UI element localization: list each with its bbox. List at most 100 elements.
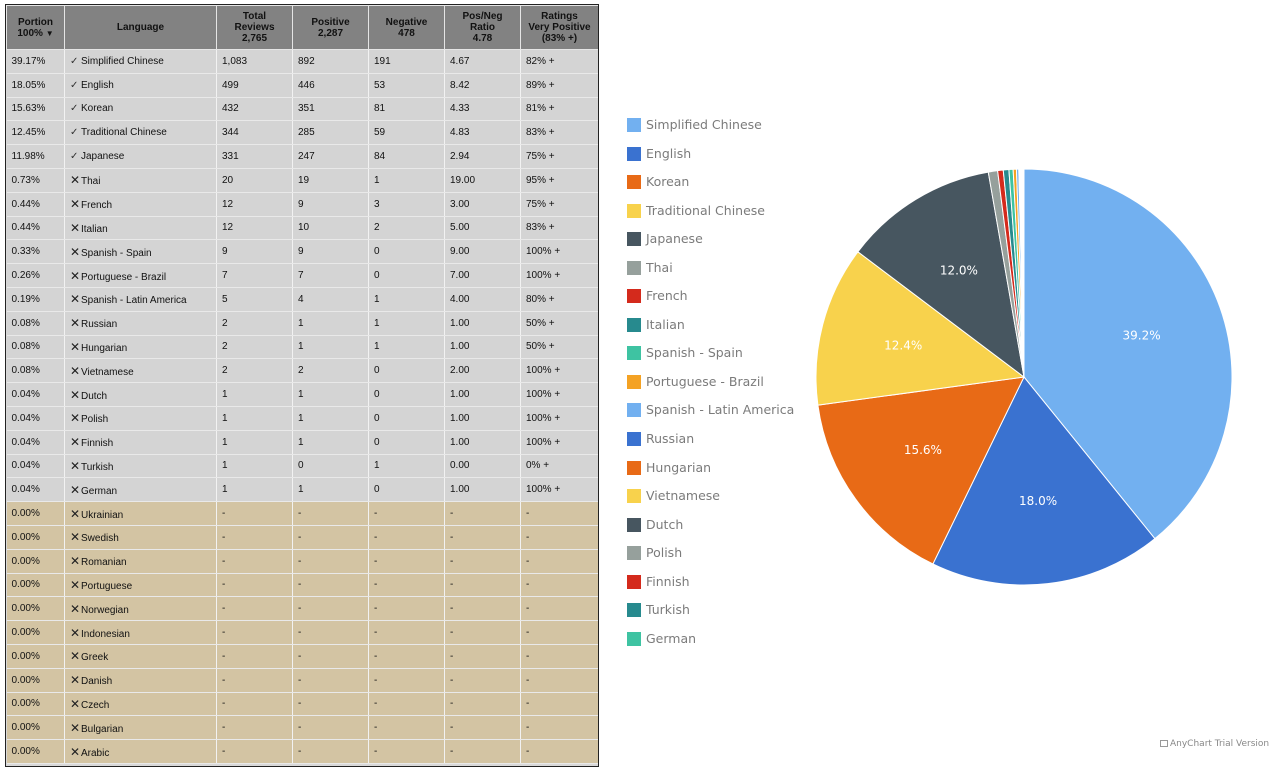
total-reviews-header[interactable]: Total Reviews 2,765 xyxy=(216,5,293,50)
table-row: 0.00% ✕Danish - - - - - xyxy=(6,668,598,693)
positive-cell: - xyxy=(292,573,369,598)
negative-cell: 1 xyxy=(368,168,445,193)
ratio-cell: - xyxy=(444,668,521,693)
ratio-cell: - xyxy=(444,739,521,764)
rating-cell: 50% + xyxy=(520,311,598,336)
total-cell: - xyxy=(216,620,293,645)
ratio-cell: 9.00 xyxy=(444,239,521,265)
positive-cell: 7 xyxy=(292,263,369,288)
pie-slice[interactable] xyxy=(857,171,1025,379)
legend-label: Russian xyxy=(646,431,695,447)
pie-slice[interactable] xyxy=(932,376,1156,586)
rating-cell: 100% + xyxy=(520,406,598,431)
language-name: Vietnamese xyxy=(81,366,134,378)
language-cell: ✕Thai xyxy=(64,168,217,193)
legend-swatch xyxy=(627,203,641,218)
language-name: Greek xyxy=(81,652,109,664)
pie-slice-label: 12.4% xyxy=(884,339,922,353)
table-row: 0.04% ✕Finnish 1 1 0 1.00 100% + xyxy=(6,430,598,455)
portion-cell: 0.00% xyxy=(6,668,65,693)
legend-swatch xyxy=(627,374,641,389)
language-name: Norwegian xyxy=(81,604,129,616)
ratio-header-value: 4.78 xyxy=(472,33,493,44)
language-cell: ✕Swedish xyxy=(64,525,217,550)
pie-slice[interactable] xyxy=(1023,168,1233,540)
language-cell: ✕Polish xyxy=(64,406,217,431)
cross-icon: ✕ xyxy=(70,411,81,426)
language-cell: ✕Italian xyxy=(64,216,217,241)
cross-icon: ✕ xyxy=(70,506,81,521)
positive-cell: - xyxy=(292,739,369,764)
credit-text: AnyChart Trial Version xyxy=(1170,739,1270,749)
table-header-row: Portion 100% ▼ Language Total Reviews 2,… xyxy=(6,5,598,50)
portion-cell: 0.00% xyxy=(6,596,65,622)
legend-swatch xyxy=(627,574,641,589)
pie-slice[interactable] xyxy=(817,376,1025,565)
negative-cell: 0 xyxy=(368,263,445,288)
ratio-header[interactable]: Pos/Neg Ratio 4.78 xyxy=(444,5,521,50)
negative-header[interactable]: Negative 478 xyxy=(368,5,445,50)
pie-slice[interactable] xyxy=(815,251,1026,406)
positive-cell: - xyxy=(292,715,369,741)
cross-icon: ✕ xyxy=(70,649,81,664)
legend-swatch xyxy=(627,346,641,361)
language-cell: ✕Norwegian xyxy=(64,596,217,622)
portion-header[interactable]: Portion 100% ▼ xyxy=(6,5,65,50)
language-name: Korean xyxy=(81,103,114,115)
rating-cell: 75% + xyxy=(520,144,598,169)
pie-slice-label: 15.6% xyxy=(904,443,942,457)
cross-icon: ✕ xyxy=(70,458,81,473)
ratio-cell: - xyxy=(444,644,521,669)
chart-credit[interactable]: AnyChart Trial Version xyxy=(1160,739,1269,749)
ratio-cell: - xyxy=(444,692,521,717)
cross-icon: ✕ xyxy=(70,482,81,497)
portion-cell: 0.26% xyxy=(6,263,65,288)
portion-cell: 0.00% xyxy=(6,501,65,526)
positive-header[interactable]: Positive 2,287 xyxy=(292,5,369,50)
language-cell: ✕Portuguese - Brazil xyxy=(64,263,217,288)
total-cell: 20 xyxy=(216,168,293,193)
language-cell: ✓ Korean xyxy=(64,97,217,122)
negative-cell: 0 xyxy=(368,358,445,384)
cross-icon: ✕ xyxy=(70,220,81,235)
cross-icon: ✕ xyxy=(70,292,81,307)
table-row: 0.04% ✕Polish 1 1 0 1.00 100% + xyxy=(6,406,598,431)
total-cell: 2 xyxy=(216,358,293,384)
ratio-cell: - xyxy=(444,525,521,550)
legend-swatch xyxy=(627,146,641,161)
language-reviews-table: Portion 100% ▼ Language Total Reviews 2,… xyxy=(6,5,598,764)
cross-icon: ✕ xyxy=(70,577,81,592)
language-header[interactable]: Language xyxy=(64,5,217,50)
table-row: 0.73% ✕Thai 20 19 1 19.00 95% + xyxy=(6,168,598,193)
cross-icon: ✕ xyxy=(70,435,81,450)
table-row: 0.00% ✕Portuguese - - - - - xyxy=(6,573,598,598)
language-cell: ✕Indonesian xyxy=(64,620,217,645)
table-row: 12.45% ✓ Traditional Chinese 344 285 59 4.83 83… xyxy=(6,120,598,146)
ratio-cell: 4.83 xyxy=(444,120,521,146)
negative-cell: - xyxy=(368,620,445,645)
rating-header[interactable]: Ratings Very Positive (83% +) xyxy=(520,5,598,50)
legend-label: Hungarian xyxy=(646,459,712,475)
language-name: Bulgarian xyxy=(81,723,124,735)
legend-label: Finnish xyxy=(646,573,690,589)
positive-cell: - xyxy=(292,644,369,669)
positive-header-title: Positive xyxy=(311,16,350,28)
ratio-cell: 1.00 xyxy=(444,335,521,360)
rating-cell: - xyxy=(520,501,598,526)
portion-cell: 0.08% xyxy=(6,358,65,384)
negative-cell: 59 xyxy=(368,120,445,146)
language-name: Turkish xyxy=(81,461,114,473)
rating-cell: 50% + xyxy=(520,335,598,360)
language-name: Polish xyxy=(81,414,109,426)
table-row: 0.00% ✕Indonesian - - - - - xyxy=(6,620,598,645)
total-reviews-header-count: 2,765 xyxy=(241,33,268,44)
ratio-cell: 1.00 xyxy=(444,406,521,431)
language-name: Swedish xyxy=(81,533,119,545)
rating-cell: 0% + xyxy=(520,454,598,479)
total-reviews-header-line2: Reviews xyxy=(234,22,275,33)
language-cell: ✕Romanian xyxy=(64,549,217,574)
positive-cell: 19 xyxy=(292,168,369,193)
table-row: 0.00% ✕Romanian - - - - - xyxy=(6,549,598,574)
table-row: 0.08% ✕Vietnamese 2 2 0 2.00 100% + xyxy=(6,358,598,384)
positive-cell: 4 xyxy=(292,287,369,312)
